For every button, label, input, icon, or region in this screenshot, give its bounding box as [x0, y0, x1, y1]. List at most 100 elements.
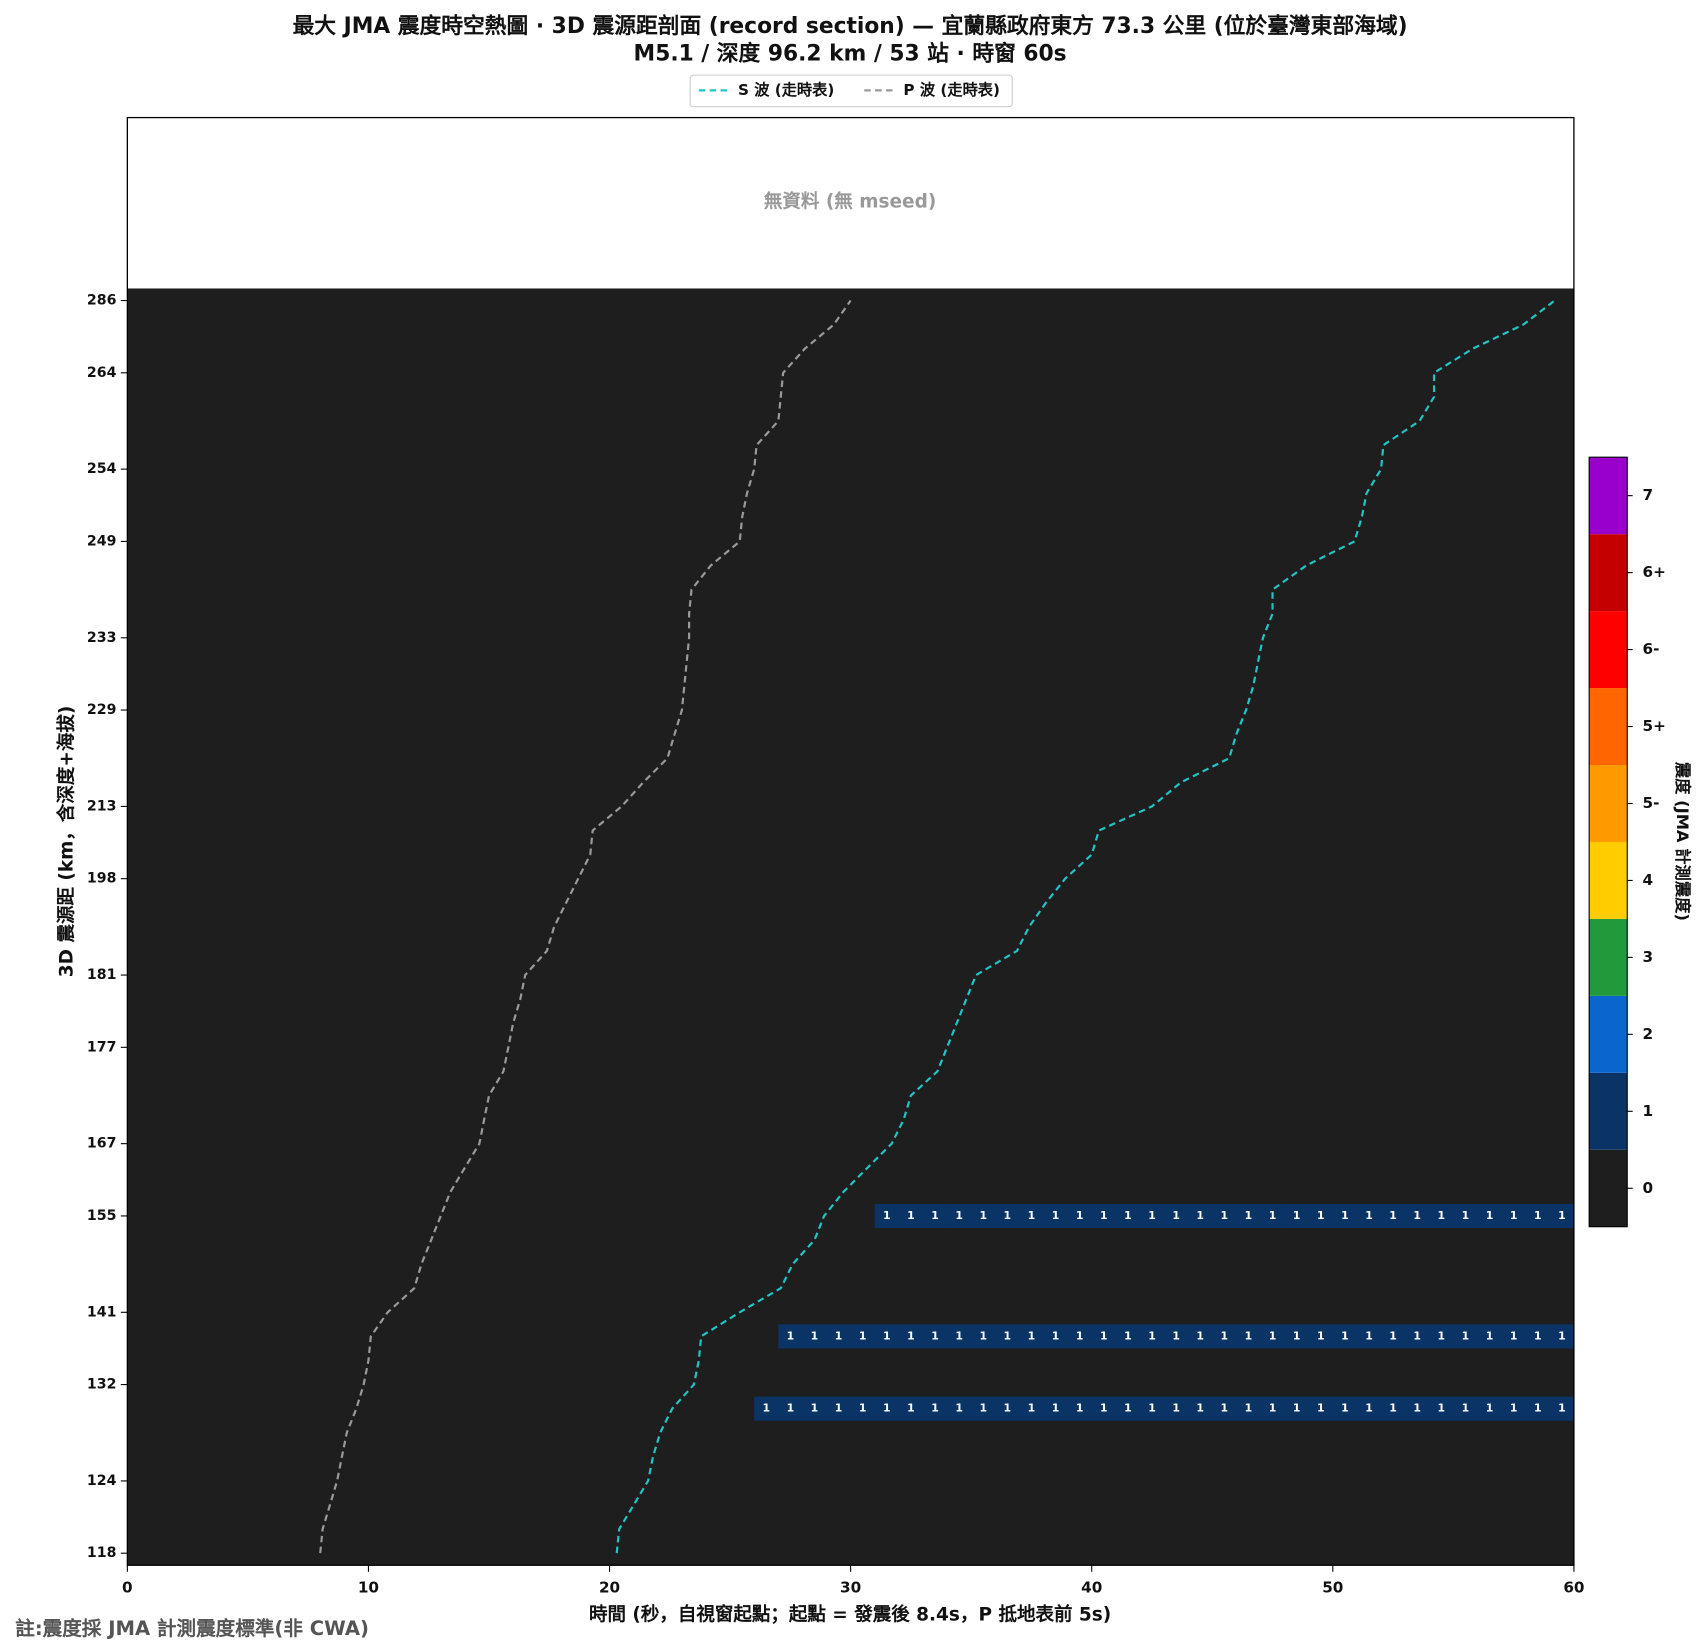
heat-cell	[922, 1203, 948, 1228]
heat-cell	[1236, 1203, 1261, 1228]
cell-label: 1	[955, 1329, 963, 1342]
cell-label: 1	[1004, 1209, 1012, 1222]
cell-label: 1	[1052, 1209, 1060, 1222]
cell-label: 1	[1389, 1402, 1397, 1415]
cell-label: 1	[1124, 1402, 1132, 1415]
heat-cell	[947, 1203, 972, 1228]
colorbar-tick-label: 3	[1642, 948, 1653, 966]
cell-label: 1	[955, 1209, 963, 1222]
cell-label: 1	[1100, 1209, 1108, 1222]
heat-cell	[947, 1324, 972, 1349]
cell-label: 1	[1486, 1209, 1494, 1222]
colorbar-tick-label: 4	[1642, 871, 1653, 889]
heat-cell	[1549, 1324, 1575, 1349]
heat-cell	[1308, 1203, 1334, 1228]
heat-cell	[1260, 1396, 1285, 1421]
cell-label: 1	[1438, 1402, 1446, 1415]
cell-label: 1	[1558, 1329, 1566, 1342]
colorbar-tick-label: 5+	[1642, 717, 1665, 735]
colorbar-tick-label: 0	[1642, 1179, 1653, 1197]
cell-label: 1	[955, 1402, 963, 1415]
cell-label: 1	[1100, 1329, 1108, 1342]
heat-cell	[1477, 1203, 1502, 1228]
heat-cell	[1308, 1324, 1334, 1349]
cell-label: 1	[1558, 1402, 1566, 1415]
heat-cell	[1019, 1396, 1044, 1421]
chart-subtitle: M5.1 / 深度 96.2 km / 53 站 · 時窗 60s	[634, 40, 1067, 66]
cell-label: 1	[1028, 1402, 1036, 1415]
heat-cell	[1067, 1203, 1093, 1228]
heat-cell	[1284, 1396, 1310, 1421]
heat-cell	[1525, 1203, 1551, 1228]
heat-cell	[874, 1396, 900, 1421]
heat-cell	[1308, 1396, 1334, 1421]
heat-cell	[826, 1324, 851, 1349]
cell-label: 1	[859, 1329, 867, 1342]
y-tick-label: 132	[87, 1377, 117, 1393]
heat-cell	[1549, 1203, 1575, 1228]
cell-label: 1	[1293, 1402, 1301, 1415]
heat-cell	[1429, 1324, 1454, 1349]
cell-label: 1	[1534, 1209, 1542, 1222]
cell-label: 1	[835, 1402, 843, 1415]
cell-label: 1	[1534, 1402, 1542, 1415]
cell-label: 1	[1052, 1402, 1060, 1415]
heat-cell	[1260, 1324, 1285, 1349]
cell-label: 1	[1293, 1209, 1301, 1222]
cell-label: 1	[1317, 1209, 1325, 1222]
cell-label: 1	[859, 1402, 867, 1415]
y-tick-label: 286	[87, 293, 117, 309]
heat-cell	[1477, 1396, 1502, 1421]
colorbar-tick-label: 6+	[1642, 563, 1665, 581]
cell-label: 1	[835, 1329, 843, 1342]
heat-cell	[1356, 1324, 1382, 1349]
cell-label: 1	[1462, 1329, 1470, 1342]
cell-label: 1	[1148, 1402, 1156, 1415]
data-region	[127, 288, 1574, 1566]
cell-label: 1	[1148, 1329, 1156, 1342]
cell-label: 1	[1100, 1402, 1108, 1415]
heat-cell	[971, 1203, 996, 1228]
y-tick-label: 181	[87, 967, 117, 983]
heat-cell	[1501, 1396, 1527, 1421]
heat-cell	[1091, 1396, 1117, 1421]
heat-cell	[1501, 1203, 1527, 1228]
heat-cell	[971, 1396, 996, 1421]
cell-label: 1	[787, 1329, 795, 1342]
cell-label: 1	[1076, 1402, 1084, 1415]
cell-label: 1	[1534, 1329, 1542, 1342]
heat-cell	[1139, 1324, 1165, 1349]
cell-label: 1	[1245, 1209, 1253, 1222]
heat-cell	[1091, 1324, 1117, 1349]
heat-cell	[1164, 1324, 1189, 1349]
heat-cell	[1429, 1396, 1454, 1421]
heat-cell	[898, 1203, 924, 1228]
heat-cell	[1260, 1203, 1285, 1228]
heat-cell	[1212, 1396, 1237, 1421]
heat-cell	[1115, 1203, 1141, 1228]
cell-label: 1	[931, 1209, 939, 1222]
cell-label: 1	[1389, 1209, 1397, 1222]
colorbar-swatch	[1589, 841, 1628, 919]
y-tick-label: 264	[87, 365, 117, 381]
cell-label: 1	[907, 1329, 915, 1342]
heat-cell	[1525, 1396, 1551, 1421]
cell-label: 1	[811, 1402, 819, 1415]
heat-cell	[1381, 1324, 1406, 1349]
colorbar-swatch	[1589, 688, 1628, 766]
cell-label: 1	[1124, 1329, 1132, 1342]
cell-label: 1	[1558, 1209, 1566, 1222]
heat-cell	[1139, 1396, 1165, 1421]
heat-cell	[1284, 1203, 1310, 1228]
cell-label: 1	[1004, 1329, 1012, 1342]
y-tick-label: 167	[87, 1136, 117, 1152]
heat-cell	[778, 1396, 803, 1421]
cell-label: 1	[907, 1402, 915, 1415]
colorbar-frame	[1588, 456, 1628, 1228]
heat-cell	[802, 1396, 827, 1421]
legend-label: P 波 (走時表)	[903, 81, 1000, 99]
heat-cell	[1067, 1396, 1093, 1421]
cell-label: 1	[1365, 1402, 1373, 1415]
heat-cell	[1236, 1324, 1261, 1349]
heat-cell	[802, 1324, 827, 1349]
